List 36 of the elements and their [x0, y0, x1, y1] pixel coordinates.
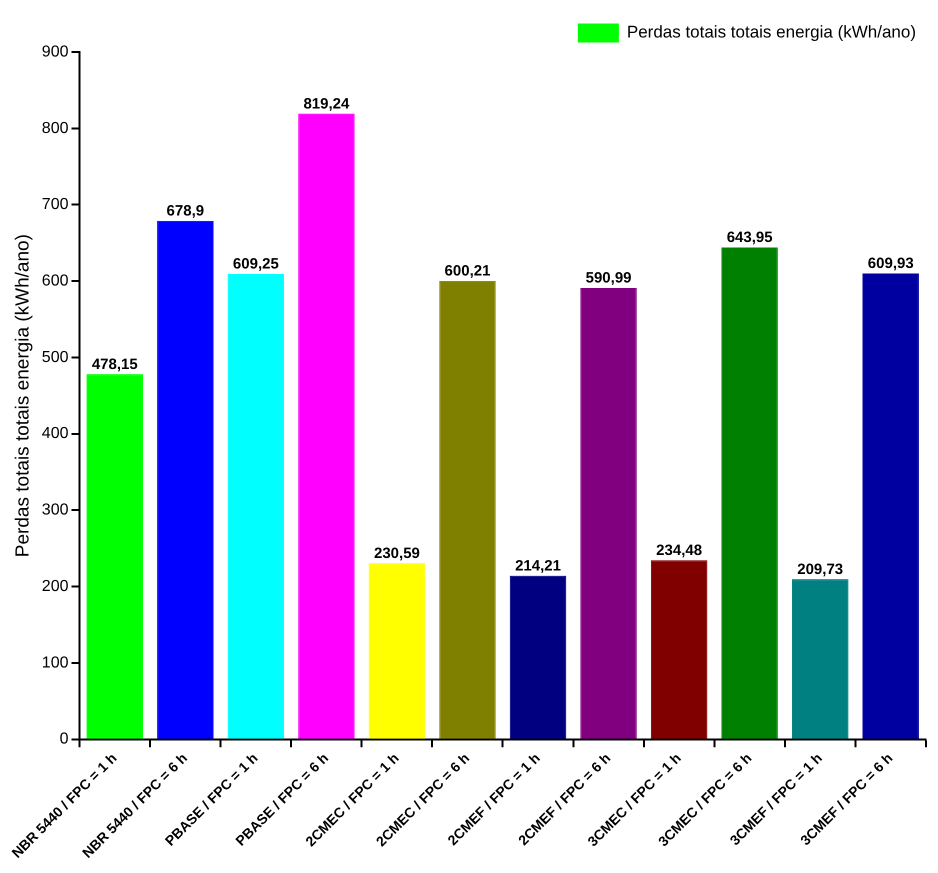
- bar: [792, 579, 848, 739]
- data-label: 230,59: [374, 544, 420, 562]
- y-tick-label: 500: [42, 348, 69, 366]
- data-label: 209,73: [797, 560, 844, 578]
- bar: [439, 280, 496, 739]
- bar: [650, 560, 708, 739]
- legend-label: Perdas totais totais energia (kWh/ano): [626, 22, 916, 42]
- y-axis-title: Perdas totais totais energia (kWh/ano): [12, 234, 34, 558]
- data-label: 643,95: [726, 229, 773, 246]
- y-tick-label: 400: [42, 425, 69, 442]
- data-label: 214,21: [515, 557, 561, 574]
- bar: [228, 274, 284, 739]
- bar: [86, 374, 143, 739]
- data-label: 600,21: [444, 262, 490, 280]
- data-label: 609,93: [868, 255, 914, 272]
- bar: [862, 274, 919, 739]
- data-label: 590,99: [586, 270, 632, 287]
- bar: [157, 220, 214, 739]
- data-label: 609,25: [232, 256, 279, 273]
- data-label: 678,9: [166, 202, 204, 220]
- bar: [580, 288, 637, 739]
- bar: [298, 114, 355, 739]
- bar: [368, 563, 426, 739]
- data-label: 478,15: [92, 356, 138, 373]
- data-label: 819,24: [303, 95, 350, 112]
- y-tick-label: 300: [42, 502, 69, 519]
- y-tick-label: 100: [42, 654, 69, 672]
- y-tick-label: 800: [42, 120, 69, 137]
- y-tick-label: 900: [42, 43, 69, 60]
- y-tick-label: 600: [42, 272, 69, 290]
- y-tick-label: 200: [42, 578, 69, 595]
- y-tick-label: 0: [60, 730, 69, 748]
- data-label: 234,48: [656, 542, 702, 559]
- y-tick-label: 700: [42, 196, 69, 214]
- bar: [510, 576, 566, 739]
- bar: [721, 248, 778, 739]
